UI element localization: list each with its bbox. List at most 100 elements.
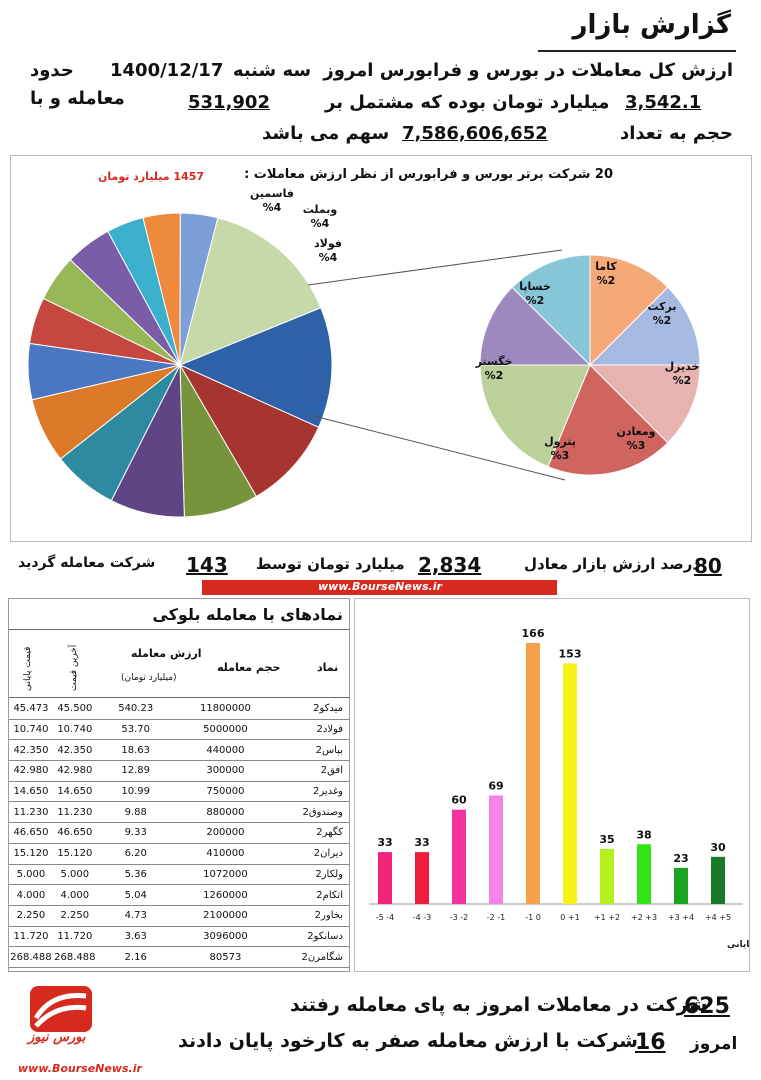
value-cell: 6.20	[96, 843, 175, 865]
bar-value-label: 30	[710, 841, 726, 854]
symbol-cell: ولکار2	[276, 864, 349, 886]
last-price-cell: 10.740	[52, 719, 97, 741]
volume-cell: 410000	[174, 843, 277, 865]
secondary-slice	[511, 254, 591, 367]
final-price-cell: 11.720	[9, 926, 53, 948]
secondary-slice-value: %2	[485, 369, 504, 382]
value-cell: 3.63	[96, 926, 175, 948]
table-row: 10.740 10.740 53.70 5000000 فولاد2	[9, 719, 349, 741]
bar-value-label: 166	[522, 627, 545, 640]
final-price-cell: 42.350	[9, 739, 53, 762]
header-line2-tail: معامله و با	[30, 88, 125, 109]
symbol-cell: وصندوق2	[276, 801, 349, 824]
secondary-slice-label: خساپا	[519, 280, 551, 293]
bar	[674, 867, 688, 904]
logo-brand: بورس نیوز	[28, 1030, 86, 1045]
last-price-cell: 42.350	[52, 739, 97, 762]
bar	[526, 643, 540, 904]
percent-value: 80	[694, 554, 722, 578]
last-price-cell: 4.000	[52, 884, 97, 906]
pie-slice-label: فولاد	[314, 237, 342, 250]
report-title: گزارش بازار	[572, 10, 731, 40]
secondary-slice	[547, 364, 669, 476]
value-cell: 53.70	[96, 719, 175, 741]
last-price-cell: 11.230	[52, 801, 97, 824]
market-value-label: میلیارد تومان توسط	[256, 555, 405, 573]
bar	[711, 856, 725, 904]
x-tick-label: -2 -1	[487, 913, 506, 922]
value-cell: 4.73	[96, 905, 175, 927]
last-price-cell: 11.720	[52, 926, 97, 948]
pie-title: 20 شرکت برتر بورس و فرابورس از نظر ارزش …	[244, 167, 613, 182]
volume-cell: 3096000	[174, 926, 277, 948]
table-row: 45.473 45.500 540.23 11800000 میدکو2	[9, 699, 349, 720]
table-row: 5.000 5.000 5.36 1072000 ولکار2	[9, 864, 349, 886]
title-underline	[538, 50, 736, 52]
secondary-slice-value: %2	[526, 294, 545, 307]
value-cell: 9.33	[96, 822, 175, 844]
final-price-cell: 11.230	[9, 801, 53, 824]
value-cell: 12.89	[96, 760, 175, 782]
pie-slice-label: وبملت	[303, 203, 338, 216]
bar-value-label: 23	[673, 852, 688, 865]
company-count: 143	[186, 553, 228, 577]
source-banner	[202, 580, 557, 595]
price-range-chart: 33 -5 -4 33 -4 -3 60 -3 -2 69 -2 -1 166 -1 0 153 0 …	[369, 627, 761, 950]
symbol-cell: بپاس2	[276, 739, 349, 762]
percent-label: درصد ارزش بازار معادل	[524, 555, 701, 573]
secondary-slice-value: %3	[551, 449, 570, 462]
traded-count: 625	[684, 994, 730, 1019]
logo-icon	[30, 986, 92, 1032]
bar-value-label: 33	[414, 836, 429, 849]
header-value: ارزش معامله	[131, 647, 202, 660]
table-row: 11.720 11.720 3.63 3096000 دسانکو2	[9, 926, 349, 948]
bar	[489, 795, 503, 904]
pie-slice-value: %4	[263, 201, 282, 214]
final-price-cell: 42.980	[9, 760, 53, 782]
volume-cell: 11800000	[174, 699, 277, 720]
header-last-price: آخرین قیمت	[69, 644, 79, 691]
source-url[interactable]: www.BourseNews.ir	[318, 580, 442, 593]
symbol-cell: میدکو2	[276, 699, 349, 720]
header-divider	[9, 697, 349, 698]
bar	[378, 852, 392, 904]
pie-slice-label: فاسمین	[250, 187, 294, 200]
footer-url[interactable]: www.BourseNews.ir	[18, 1062, 142, 1075]
last-price-cell: 268.488	[52, 946, 97, 968]
x-tick-label: 0 +1	[560, 913, 579, 922]
chart-title: پراکنش شرکت های بورس و فرابورس بر اساس م…	[727, 940, 749, 950]
secondary-slice-label: ومعادن	[616, 425, 655, 438]
block-rows: 45.473 45.500 540.23 11800000 میدکو2 10.740 10…	[9, 699, 349, 968]
symbol-cell: دیران2	[276, 843, 349, 865]
secondary-slice-label: خدیزل	[665, 360, 700, 373]
last-price-cell: 46.650	[52, 822, 97, 844]
zero-text: شرکت با ارزش معامله صفر به کارخود پایان …	[178, 1030, 638, 1052]
table-row: 46.650 46.650 9.33 200000 کگهر2	[9, 822, 349, 844]
final-price-cell: 5.000	[9, 864, 53, 886]
symbol-cell: فولاد2	[276, 719, 349, 741]
secondary-slice-value: %2	[653, 314, 672, 327]
secondary-slice-value: %3	[627, 439, 646, 452]
company-count-label: شرکت معامله گردید	[18, 555, 156, 571]
symbol-cell: وغدیر2	[276, 781, 349, 803]
bar-value-label: 35	[599, 833, 614, 846]
volume-cell: 300000	[174, 760, 277, 782]
header-line-1: ارزش کل معاملات در بورس و فرابورس امروز …	[233, 60, 733, 81]
pie-slice	[178, 363, 320, 498]
pie-chart: Other15%شتران%13شبندر%10فملی%8شستا%8میدک…	[27, 187, 701, 518]
block-table-body: 45.473 45.500 540.23 11800000 میدکو2 10.740 10…	[9, 699, 349, 968]
last-price-cell: 14.650	[52, 781, 97, 803]
last-price-cell: 45.500	[52, 699, 97, 720]
final-price-cell: 268.488	[9, 946, 53, 968]
zero-count: 16	[635, 1030, 666, 1055]
volume-cell: 880000	[174, 801, 277, 824]
header-volume: حجم معامله	[217, 661, 281, 674]
bar-value-label: 33	[377, 836, 392, 849]
value-cell: 540.23	[96, 699, 175, 720]
bar-value-label: 153	[559, 647, 582, 660]
pie-slice	[179, 217, 322, 366]
table-row: 11.230 11.230 9.88 880000 وصندوق2	[9, 801, 349, 824]
header-about: حدود	[30, 60, 74, 81]
volume-cell: 440000	[174, 739, 277, 762]
final-price-cell: 45.473	[9, 699, 53, 720]
